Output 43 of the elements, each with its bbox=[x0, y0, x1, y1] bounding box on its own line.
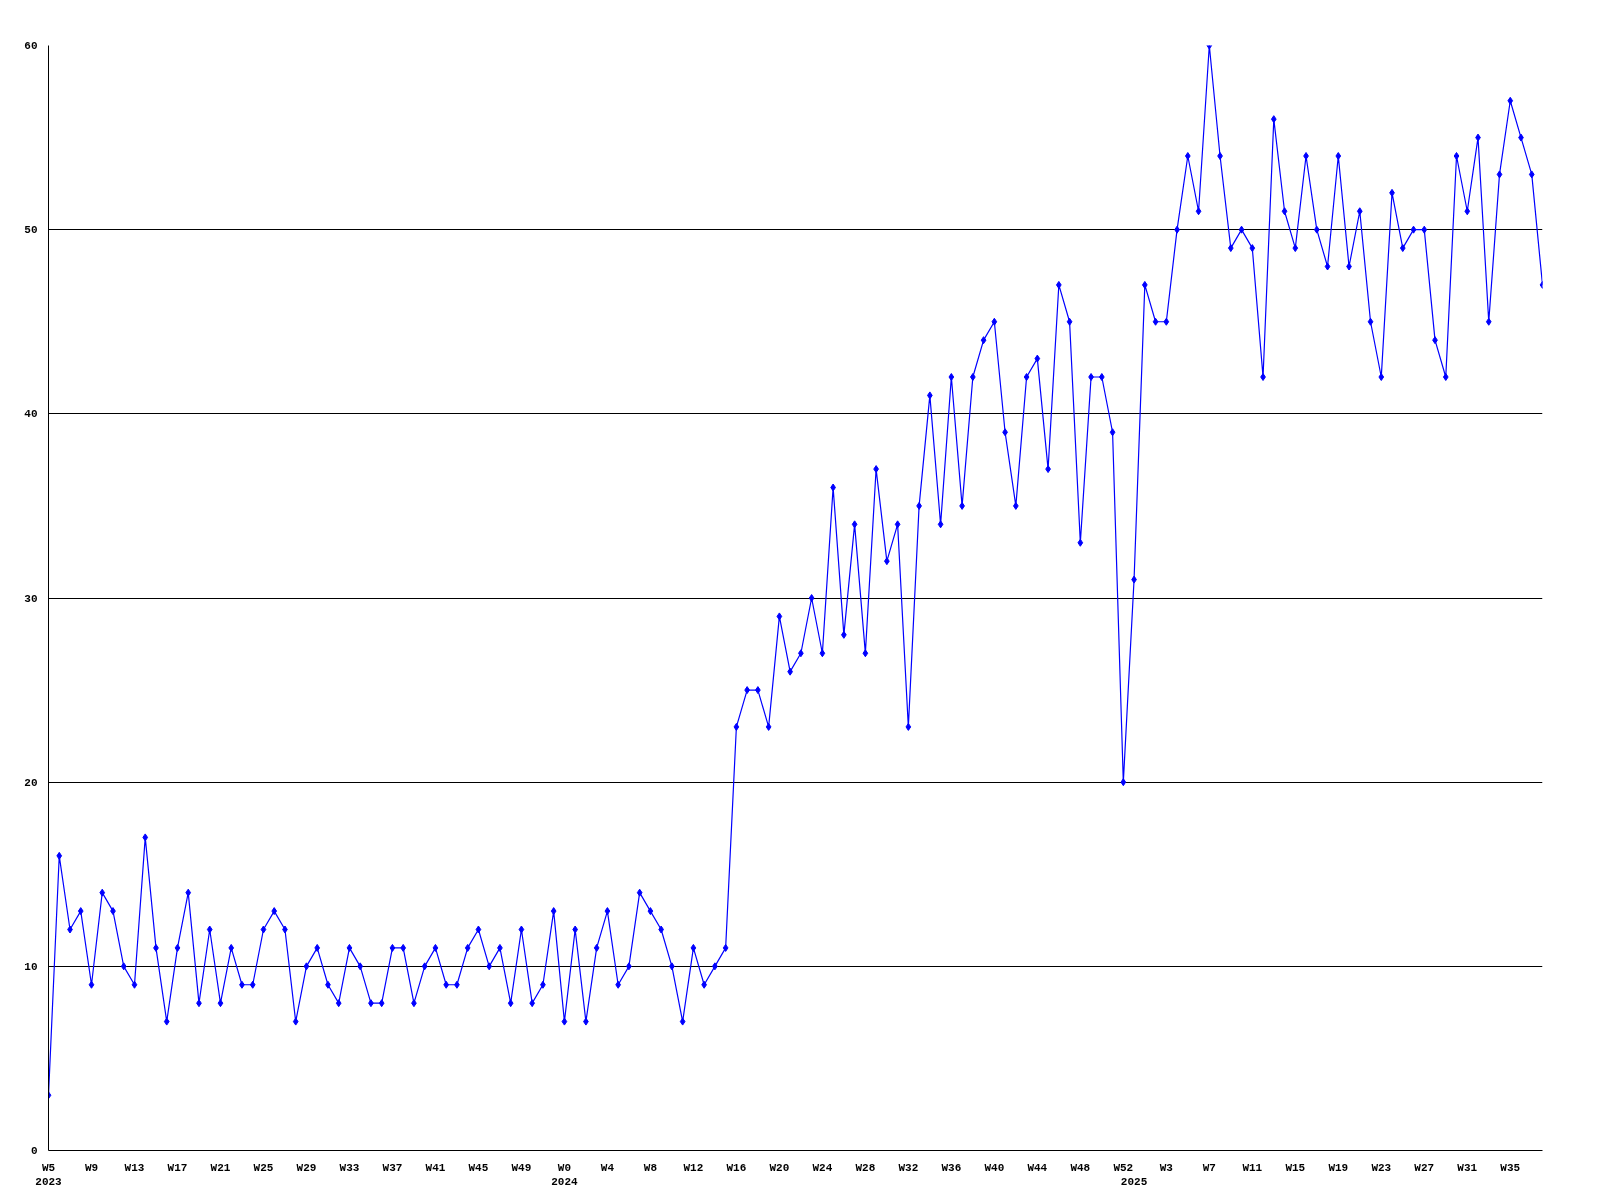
x-tick-label: W12 bbox=[683, 1161, 704, 1174]
y-tick-label: 50 bbox=[24, 224, 38, 237]
x-tick-label: W7 bbox=[1202, 1161, 1216, 1174]
x-tick-label: W36 bbox=[941, 1161, 962, 1174]
x-tick-label: W49 bbox=[511, 1161, 532, 1174]
y-tick-label: 0 bbox=[30, 1145, 38, 1157]
x-tick-label: W48 bbox=[1070, 1161, 1091, 1174]
x-tick-label: W31 bbox=[1457, 1161, 1478, 1174]
y-tick-label: 10 bbox=[24, 960, 38, 973]
x-tick-label: W8 bbox=[643, 1161, 658, 1174]
y-tick-label: 30 bbox=[24, 592, 38, 605]
x-tick-label: W0 2024 bbox=[551, 1161, 579, 1188]
x-tick-label: 2025 bbox=[1120, 1175, 1148, 1188]
x-tick-label: W19 bbox=[1328, 1161, 1349, 1174]
x-tick-label: W44 bbox=[1027, 1161, 1048, 1174]
x-tick-label: W32 bbox=[898, 1161, 919, 1174]
y-tick-label: 60 bbox=[24, 40, 38, 52]
x-tick-label: W25 bbox=[253, 1161, 274, 1174]
y-tick-label: 20 bbox=[24, 776, 38, 789]
x-tick-label: W21 bbox=[210, 1161, 231, 1174]
x-tick-label: W5 2023 bbox=[35, 1161, 63, 1188]
x-tick-label: W41 bbox=[425, 1161, 446, 1174]
x-tick-label: W17 bbox=[167, 1161, 188, 1174]
x-tick-label: W24 bbox=[812, 1161, 833, 1174]
x-tick-label: W13 bbox=[124, 1161, 145, 1174]
x-tick-label: W28 bbox=[855, 1161, 876, 1174]
x-tick-label: W35 bbox=[1500, 1161, 1521, 1174]
x-tick-label: W16 bbox=[726, 1161, 747, 1174]
x-tick-label: W45 bbox=[468, 1161, 489, 1174]
x-tick-label: W20 bbox=[769, 1161, 790, 1174]
x-tick-label: W37 bbox=[382, 1161, 403, 1174]
x-tick-label: W40 bbox=[984, 1161, 1005, 1174]
x-tick-label: W15 bbox=[1285, 1161, 1306, 1174]
x-tick-label: W29 bbox=[296, 1161, 317, 1174]
x-tick-label: W23 bbox=[1371, 1161, 1392, 1174]
x-tick-label: W9 bbox=[84, 1161, 99, 1174]
x-tick-label: W52 bbox=[1113, 1161, 1134, 1174]
x-tick-label: W11 bbox=[1242, 1161, 1263, 1174]
y-tick-label: 40 bbox=[24, 408, 38, 421]
x-tick-label: W27 bbox=[1414, 1161, 1435, 1174]
x-tick-label: W3 bbox=[1159, 1161, 1174, 1174]
x-tick-label: W33 bbox=[339, 1161, 360, 1174]
x-tick-label: W4 bbox=[600, 1161, 615, 1174]
